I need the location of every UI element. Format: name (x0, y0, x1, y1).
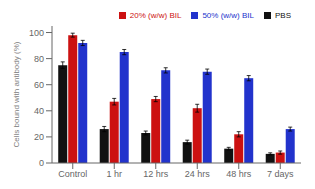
svg-text:40: 40 (34, 106, 44, 116)
html-text:PBS: PBS (275, 11, 291, 20)
html-text:50% (w/w) BIL: 50% (w/w) BIL (202, 11, 254, 20)
svg-text:20: 20 (34, 132, 44, 142)
svg-text:1 hr: 1 hr (106, 169, 122, 179)
svg-text:Cells bound with antibody (%): Cells bound with antibody (%) (12, 41, 21, 147)
svg-text:48 hrs: 48 hrs (226, 169, 252, 179)
svg-text:0: 0 (39, 158, 44, 168)
svg-text:80: 80 (34, 54, 44, 64)
svg-text:12 hrs: 12 hrs (143, 169, 169, 179)
svg-text:60: 60 (34, 80, 44, 90)
html-text:20% (w/w) BIL: 20% (w/w) BIL (129, 11, 182, 20)
svg-text:100: 100 (29, 28, 44, 38)
svg-text:7 days: 7 days (267, 169, 294, 179)
svg-text:Control: Control (58, 169, 87, 179)
svg-text:24 hrs: 24 hrs (185, 169, 211, 179)
